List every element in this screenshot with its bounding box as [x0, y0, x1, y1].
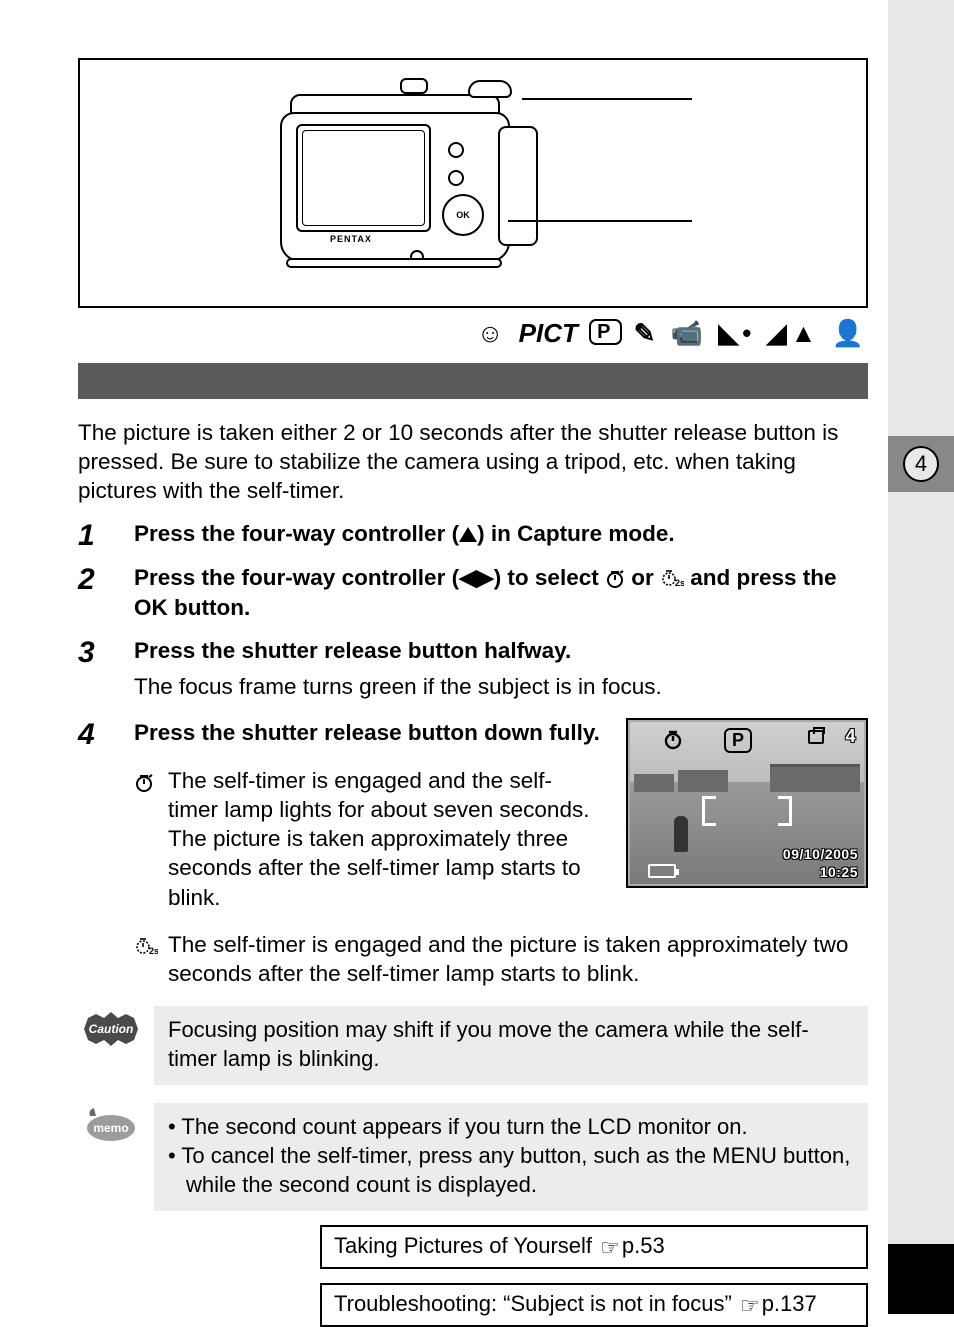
xref1-page: p.53 [622, 1233, 665, 1258]
leftright-arrow-icon: ◀▶ [459, 565, 494, 590]
svg-text:memo: memo [93, 1121, 128, 1135]
svg-text:Caution: Caution [89, 1022, 134, 1036]
callout-line-shutter [522, 98, 692, 100]
night-icon: ◣• [718, 318, 755, 348]
memo-body: • The second count appears if you turn t… [154, 1103, 868, 1211]
lcd-battery-icon [648, 864, 676, 878]
camera-brand-label: PENTAX [330, 234, 372, 244]
xref2-label: Troubleshooting: “Subject is not in focu… [334, 1291, 738, 1316]
caution-note: Caution Focusing position may shift if y… [78, 1006, 868, 1085]
step-1: 1 Press the four-way controller () in Ca… [78, 519, 868, 549]
step2-text-b: ) to select [494, 565, 605, 590]
step3-text: Press the shutter release button halfway… [134, 638, 571, 663]
xref2-page: p.137 [762, 1291, 817, 1316]
lcd-time: 10:25 [820, 864, 858, 880]
step-number: 3 [78, 636, 118, 670]
content-area: PENTAX ☺ PICT P ✎ 📹 ◣• ◢▲ 👤 The picture … [78, 58, 868, 1327]
portrait-icon: 👤 [832, 318, 868, 348]
up-arrow-icon [459, 527, 477, 542]
memo-icon: memo [78, 1103, 144, 1149]
right-margin [888, 0, 954, 1314]
footer-block [888, 1244, 954, 1314]
memo-note: memo • The second count appears if you t… [78, 1103, 868, 1211]
memo-item-1: • The second count appears if you turn t… [168, 1113, 854, 1142]
timer-bullet-list: The self-timer is engaged and the self-t… [78, 766, 598, 912]
xref-self-portrait: Taking Pictures of Yourself ☞p.53 [320, 1225, 868, 1269]
svg-text:2s: 2s [149, 946, 158, 956]
page: 4 PENTAX ☺ [0, 0, 954, 1314]
step-4: 4 Press the shutter release button down … [78, 718, 868, 748]
xref-troubleshooting: Troubleshooting: “Subject is not in focu… [320, 1283, 868, 1327]
xref1-label: Taking Pictures of Yourself [334, 1233, 598, 1258]
self-timer-icon [605, 568, 625, 588]
self-timer-2s-icon: 2s [660, 568, 684, 588]
self-timer-2s-icon: 2s [134, 930, 168, 963]
lcd-date: 09/10/2005 [783, 846, 858, 862]
landscape-icon: ◢▲ [767, 318, 821, 348]
palette-icon: ✎ [634, 318, 660, 348]
camera-figure: PENTAX [78, 58, 868, 308]
self-timer-icon [134, 766, 168, 799]
step1-text-a: Press the four-way controller ( [134, 521, 459, 546]
step3-subtext: The focus frame turns green if the subje… [134, 672, 868, 702]
step-3: 3 Press the shutter release button halfw… [78, 636, 868, 701]
timer-bullet-10s: The self-timer is engaged and the self-t… [168, 766, 598, 912]
callout-line-controller [508, 220, 692, 222]
camera-illustration: PENTAX [280, 82, 530, 272]
step2-text-c: or [631, 565, 660, 590]
step1-text-b: ) in Capture mode. [477, 521, 675, 546]
page-ref-icon: ☞ [600, 1235, 620, 1261]
intro-paragraph: The picture is taken either 2 or 10 seco… [78, 419, 868, 505]
timer-bullet-list-2: 2s The self-timer is engaged and the pic… [78, 930, 868, 989]
step-number: 1 [78, 519, 118, 553]
chapter-number: 4 [903, 446, 939, 482]
timer-bullet-2s: The self-timer is engaged and the pictur… [168, 930, 868, 989]
movie-icon: 📹 [671, 318, 707, 348]
step4-region: P 4 09/10/2005 10:25 4 Press the shutter… [78, 718, 868, 988]
caution-text: Focusing position may shift if you move … [154, 1006, 868, 1085]
mode-icon-row: ☺ PICT P ✎ 📹 ◣• ◢▲ 👤 [78, 318, 868, 349]
smile-icon: ☺ [477, 318, 508, 348]
step-number: 2 [78, 563, 118, 597]
program-mode-icon: P [589, 319, 622, 345]
pict-mode-label: PICT [519, 318, 578, 348]
step-2: 2 Press the four-way controller (◀▶) to … [78, 563, 868, 622]
step-number: 4 [78, 718, 118, 752]
section-heading-bar [78, 363, 868, 399]
caution-icon: Caution [78, 1006, 144, 1052]
svg-text:2s: 2s [675, 578, 684, 588]
chapter-tab: 4 [888, 436, 954, 492]
memo-item-2: • To cancel the self-timer, press any bu… [168, 1142, 854, 1199]
step2-text-a: Press the four-way controller ( [134, 565, 459, 590]
page-ref-icon: ☞ [740, 1293, 760, 1319]
step4-text: Press the shutter release button down fu… [134, 720, 600, 745]
